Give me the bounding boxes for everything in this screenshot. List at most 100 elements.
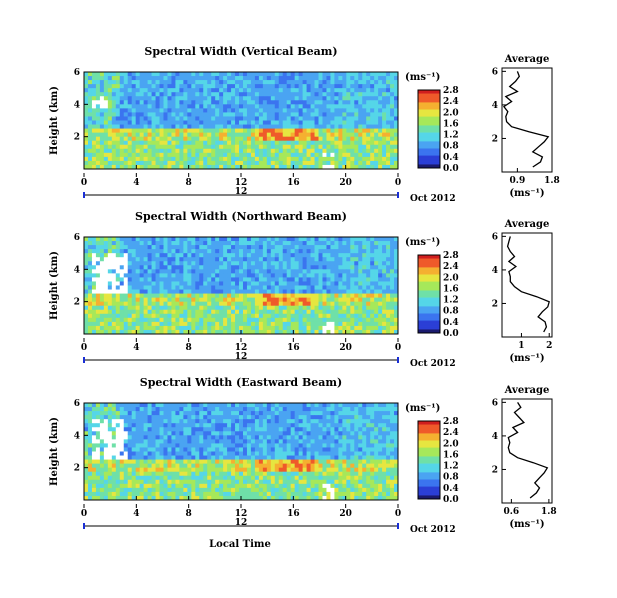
heatmap-cell (270, 124, 276, 129)
heatmap-cell (219, 164, 224, 170)
heatmap-cell (143, 435, 148, 440)
heatmap-cell (294, 124, 300, 129)
heatmap-cell (258, 72, 264, 77)
heatmap-cell (326, 88, 331, 93)
heatmap-cell (314, 265, 319, 270)
heatmap-cell (84, 423, 89, 428)
heatmap-cell (310, 140, 315, 146)
heatmap-cell (147, 136, 152, 142)
heatmap-cell (199, 148, 204, 154)
heatmap-cell (207, 297, 212, 303)
heatmap-cell (250, 245, 256, 250)
heatmap-cell (242, 96, 248, 101)
heatmap-cell (274, 419, 280, 424)
heatmap-cell (139, 269, 145, 274)
heatmap-cell (91, 265, 97, 270)
heatmap-cell (111, 160, 117, 166)
heatmap-cell (354, 108, 359, 113)
heatmap-cell (203, 289, 208, 294)
heatmap-cell (135, 447, 141, 452)
heatmap-cell (322, 269, 327, 274)
heatmap-cell (195, 124, 200, 129)
heatmap-cell (87, 245, 93, 250)
heatmap-cell (290, 281, 296, 286)
heatmap-cell (135, 273, 141, 278)
heatmap-cell (163, 293, 168, 299)
heatmap-cell (346, 116, 351, 121)
heatmap-cell (167, 160, 172, 166)
heatmap-cell (378, 297, 383, 303)
heatmap-cell (179, 403, 184, 408)
heatmap-cell (84, 100, 89, 105)
heatmap-cell (370, 447, 375, 452)
heatmap-cell (195, 285, 200, 290)
heatmap-cell (322, 148, 327, 154)
heatmap-cell (302, 241, 307, 246)
heatmap-cell (254, 245, 260, 250)
heatmap-cell (223, 92, 228, 97)
heatmap-cell (231, 241, 236, 246)
heatmap-cell (159, 329, 164, 335)
heatmap-cell (235, 241, 240, 246)
heatmap-cell (270, 108, 276, 113)
heatmap-cell (139, 249, 145, 254)
heatmap-cell (362, 293, 367, 299)
heatmap-cell (211, 431, 216, 436)
heatmap-cell (334, 305, 339, 311)
heatmap-cell (175, 88, 180, 93)
heatmap-cell (199, 237, 204, 242)
heatmap-cell (278, 148, 284, 154)
heatmap-cell (219, 293, 224, 299)
heatmap-cell (167, 301, 172, 307)
heatmap-cell (338, 132, 343, 138)
heatmap-cell (314, 92, 319, 97)
heatmap-cell (322, 124, 327, 129)
heatmap-cell (227, 156, 232, 162)
heatmap-cell (290, 152, 296, 158)
heatmap-cell (394, 317, 399, 323)
heatmap-cell (167, 447, 172, 452)
heatmap-cell (183, 96, 188, 101)
heatmap-cell (91, 80, 97, 85)
heatmap-cell (135, 423, 141, 428)
heatmap-cell (394, 257, 399, 262)
heatmap-cell (235, 403, 240, 408)
heatmap-cell (330, 128, 335, 134)
heatmap-cell (95, 439, 101, 444)
heatmap-cell (87, 411, 93, 416)
heatmap-cell (223, 241, 228, 246)
heatmap-cell (366, 317, 371, 323)
heatmap-cell (338, 329, 343, 335)
heatmap-cell (366, 431, 371, 436)
heatmap-cell (302, 72, 307, 77)
heatmap-cell (310, 124, 315, 129)
heatmap-cell (370, 297, 375, 303)
heatmap-cell (211, 419, 216, 424)
heatmap-cell (103, 164, 109, 170)
heatmap-cell (195, 309, 200, 315)
heatmap-cell (107, 112, 113, 117)
heatmap-cell (302, 317, 307, 323)
heatmap-cell (191, 423, 196, 428)
heatmap-cell (163, 84, 168, 89)
heatmap-cell (155, 447, 160, 452)
heatmap-cell (394, 407, 399, 412)
heatmap-cell (171, 439, 176, 444)
heatmap-cell (207, 313, 212, 319)
heatmap-cell (274, 431, 280, 436)
heatmap-cell (330, 92, 335, 97)
heatmap-cell (231, 72, 236, 77)
heatmap-cell (227, 451, 232, 456)
heatmap-cell (266, 249, 272, 254)
heatmap-cell (242, 80, 248, 85)
heatmap-cell (123, 273, 129, 278)
heatmap-cell (338, 148, 343, 154)
heatmap-cell (219, 80, 224, 85)
heatmap-cell (119, 403, 125, 408)
heatmap-cell (91, 249, 97, 254)
heatmap-cell (179, 100, 184, 105)
heatmap-cell (314, 160, 319, 166)
heatmap-cell (203, 104, 208, 109)
heatmap-cell (203, 96, 208, 101)
heatmap-cell (127, 108, 133, 113)
